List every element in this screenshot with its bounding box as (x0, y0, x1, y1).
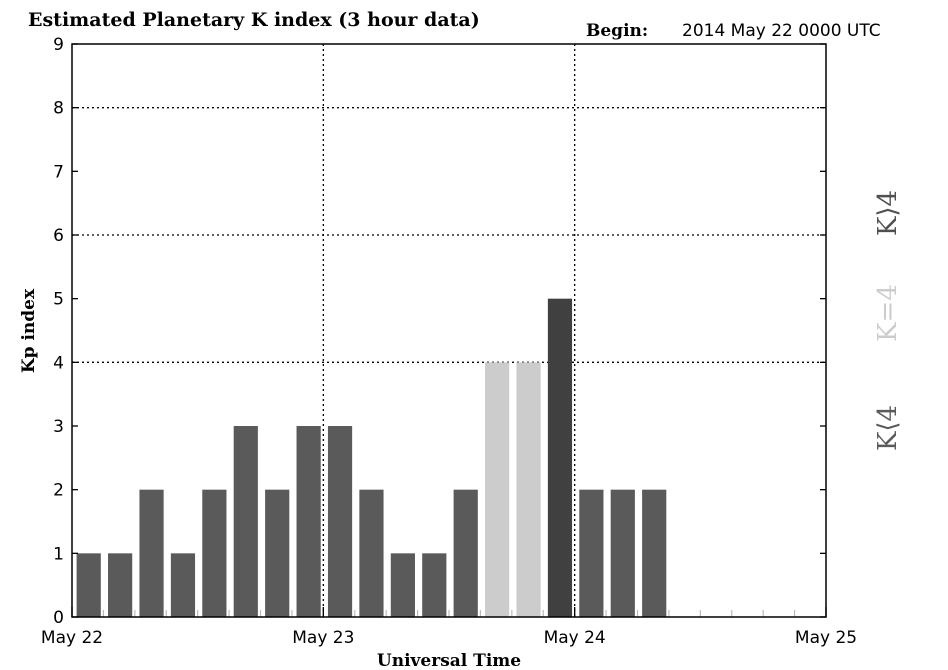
y-tick-label: 8 (53, 99, 64, 119)
grid-lines (72, 44, 826, 617)
bar (359, 489, 384, 617)
chart-title: Estimated Planetary K index (3 hour data… (28, 9, 480, 31)
bar (296, 426, 321, 617)
y-tick-label: 7 (53, 162, 64, 182)
bar (139, 489, 164, 617)
x-tick-label: May 22 (41, 628, 103, 648)
y-tick-label: 3 (53, 417, 64, 437)
legend-item: K⟨4 (873, 405, 903, 451)
bar (547, 298, 573, 617)
bar (233, 426, 258, 617)
y-tick-label: 9 (53, 35, 64, 55)
bar (170, 553, 196, 617)
begin-label: Begin: (586, 21, 648, 41)
y-tick-label: 5 (53, 290, 64, 310)
y-axis-label: Kp index (19, 288, 39, 373)
x-tick-label: May 23 (292, 628, 354, 648)
bar (390, 553, 415, 617)
x-tick-label: May 25 (795, 628, 857, 648)
plot-frame (71, 43, 827, 618)
y-tick-label: 4 (53, 353, 64, 373)
begin-value: 2014 May 22 0000 UTC (682, 21, 881, 41)
y-axis-ticks: 0 1 2 3 4 5 6 7 8 9 (53, 35, 826, 628)
bar (265, 489, 290, 617)
bar (642, 489, 667, 617)
x-tick-label: May 24 (544, 628, 606, 648)
bars-group (76, 298, 667, 617)
y-tick-label: 2 (53, 481, 64, 501)
legend: K⟨4 K=4 K⟩4 (873, 190, 903, 451)
bar (422, 553, 447, 617)
legend-item: K=4 (873, 284, 903, 342)
bar (327, 426, 353, 617)
legend-item: K⟩4 (873, 190, 903, 236)
bar (202, 489, 227, 617)
y-tick-label: 6 (53, 226, 64, 246)
bar (453, 489, 478, 617)
bar (76, 553, 101, 617)
bar (516, 362, 541, 617)
bar (108, 553, 133, 617)
bar (485, 362, 510, 617)
x-axis-label: Universal Time (377, 651, 521, 670)
x-axis-ticks: May 22 May 23 May 24 May 25 (41, 607, 857, 648)
bar (610, 489, 635, 617)
y-tick-label: 1 (53, 544, 64, 564)
y-tick-label: 0 (53, 608, 64, 628)
bar (579, 489, 604, 617)
